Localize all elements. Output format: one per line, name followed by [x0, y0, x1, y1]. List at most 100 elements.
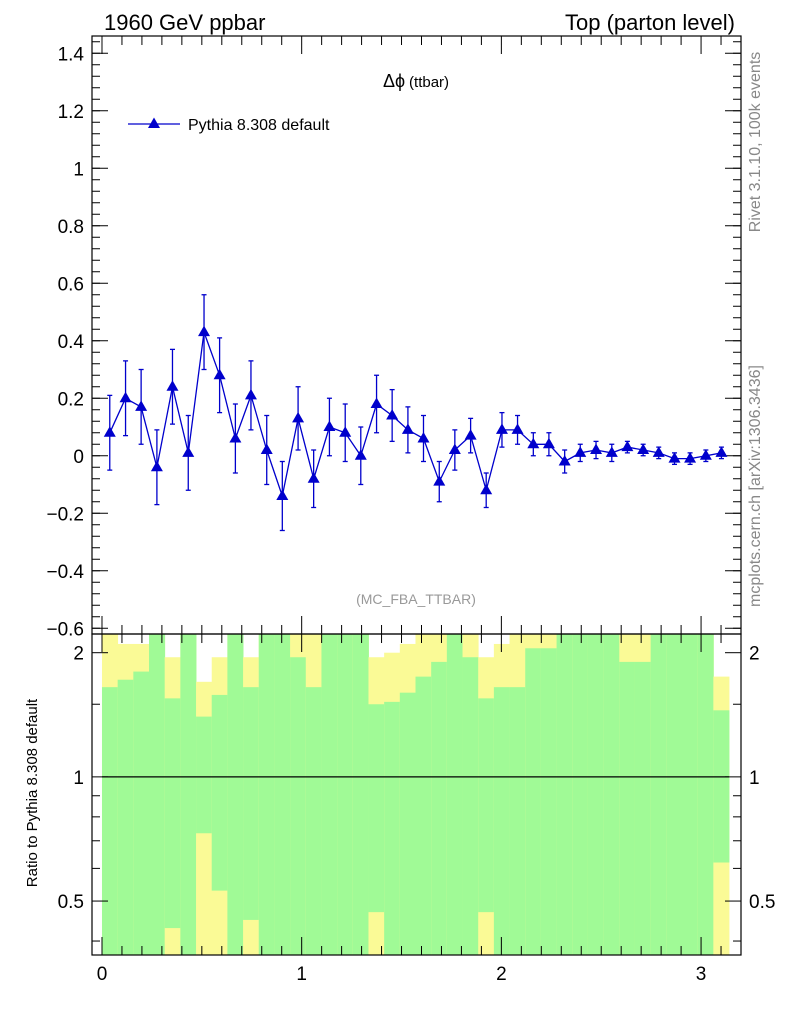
ratio-band-green: [572, 634, 589, 955]
main-ytick-label: 0.8: [58, 217, 84, 238]
data-point: [433, 475, 446, 486]
plot-title-suffix: (ttbar): [409, 74, 449, 91]
main-ytick-label: −0.4: [46, 562, 84, 583]
data-point: [135, 400, 148, 411]
ratio-band-green: [431, 661, 448, 955]
data-point: [370, 397, 383, 408]
ratio-axes: 0 1 2 3 0.5 0.5 1 1 2 2: [58, 633, 775, 985]
header-right: Top (parton level): [565, 10, 735, 35]
plot-title-symbol: Δϕ: [383, 71, 405, 91]
ratio-band-green: [290, 657, 307, 955]
ratio-band-green: [415, 676, 432, 955]
ratio-band-green: [149, 634, 166, 955]
data-point: [260, 443, 273, 454]
ratio-band-green: [101, 687, 119, 955]
ratio-ytick-label: 2: [73, 644, 84, 665]
ratio-band-green: [337, 634, 354, 955]
data-point: [182, 446, 195, 457]
data-point: [495, 423, 508, 434]
ratio-xtick-label: 0: [97, 964, 108, 985]
data-point: [448, 443, 461, 454]
data-point: [307, 472, 320, 483]
main-ytick-label: 0.4: [58, 332, 85, 353]
ratio-band-green: [587, 634, 605, 955]
ratio-band-green: [368, 704, 385, 913]
ratio-bands: [101, 634, 730, 955]
data-point: [542, 437, 555, 449]
main-ytick-label: 0: [73, 447, 84, 468]
plot-title: Δϕ (ttbar): [383, 71, 449, 91]
legend-label: Pythia 8.308 default: [188, 117, 330, 134]
ratio-band-green: [399, 692, 416, 955]
ratio-ytick-label-right: 0.5: [749, 892, 775, 913]
ratio-band-green: [446, 634, 463, 955]
data-point: [668, 452, 681, 463]
data-point: [150, 460, 163, 472]
ratio-band-green: [681, 634, 699, 955]
ratio-band-green: [305, 687, 322, 955]
ratio-band-green: [227, 634, 244, 955]
ratio-band-green: [603, 634, 620, 955]
ratio-band-green: [697, 634, 714, 955]
data-point: [605, 446, 618, 457]
data-point: [119, 391, 132, 403]
data-point: [637, 443, 650, 454]
data-point: [213, 368, 226, 380]
data-point: [574, 446, 587, 457]
data-point: [715, 446, 728, 457]
data-point: [103, 426, 116, 437]
ratio-ylabel: Ratio to Pythia 8.308 default: [24, 698, 41, 887]
data-point: [699, 449, 712, 460]
data-point: [480, 483, 493, 495]
ratio-band-green: [666, 634, 683, 955]
ratio-ytick-label: 1: [73, 768, 84, 789]
ratio-xtick-label: 2: [496, 964, 507, 985]
data-point: [464, 429, 477, 440]
ratio-band-green: [713, 710, 730, 863]
legend-marker-icon: [148, 117, 160, 128]
data-point: [276, 489, 289, 500]
side-text-bottom: mcplots.cern.ch [arXiv:1306.3436]: [747, 365, 764, 607]
side-text-top: Rivet 3.1.10, 100k events: [747, 52, 764, 233]
header-left: 1960 GeV ppbar: [104, 10, 265, 35]
main-ytick-label: 0.2: [58, 389, 84, 410]
ratio-ytick-label-right: 1: [749, 768, 760, 789]
main-series: [103, 294, 728, 532]
ratio-band-green: [650, 634, 667, 955]
ratio-band-green: [321, 634, 338, 955]
ratio-band-green: [509, 687, 526, 955]
ratio-band-green: [196, 716, 213, 834]
data-point: [323, 420, 336, 431]
ratio-band-green: [634, 661, 652, 955]
data-point: [354, 449, 367, 460]
main-axes: −0.6 −0.4 −0.2 0 0.2 0.4 0.6 0.8 1 1.2 1.4: [46, 35, 742, 640]
data-point: [229, 432, 242, 443]
ratio-band-green: [164, 698, 181, 929]
ratio-band-green: [478, 698, 495, 913]
ratio-xtick-label: 1: [296, 964, 307, 985]
ratio-band-green: [352, 634, 369, 955]
data-point: [558, 455, 571, 466]
ratio-band-green: [540, 648, 557, 955]
ratio-band-green: [133, 671, 150, 955]
main-frame: [91, 35, 742, 635]
ratio-band-green: [493, 687, 510, 955]
ratio-xtick-label: 3: [696, 964, 707, 985]
data-point: [417, 432, 430, 443]
data-point: [339, 426, 352, 437]
main-ytick-label: −0.6: [46, 619, 84, 640]
ratio-ytick-label-right: 2: [749, 644, 760, 665]
data-point: [244, 388, 257, 400]
ratio-band-green: [180, 634, 197, 955]
data-point: [166, 380, 179, 391]
ratio-band-green: [619, 661, 636, 955]
ratio-band-green: [274, 634, 291, 955]
ratio-band-green: [117, 679, 134, 955]
data-point: [527, 437, 540, 449]
ratio-band-green: [556, 634, 573, 955]
ratio-band-green: [211, 694, 228, 891]
series-line: [109, 331, 722, 499]
ratio-band-green: [243, 687, 260, 920]
